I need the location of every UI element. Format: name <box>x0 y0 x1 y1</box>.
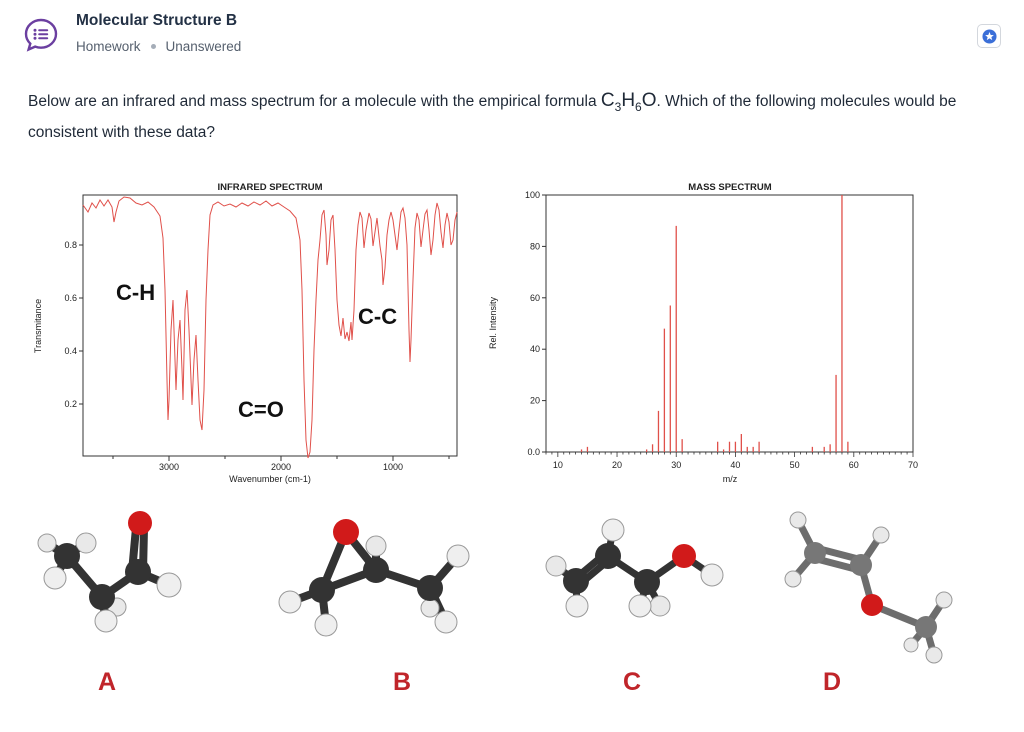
ms-x-tick: 60 <box>849 460 859 470</box>
ir-y-tick: 0.8 <box>64 240 77 250</box>
chat-list-icon <box>24 18 58 52</box>
molecule-b[interactable] <box>278 519 470 637</box>
separator-dot <box>150 44 156 49</box>
ir-y-axis: 0.8 0.6 0.4 0.2 <box>64 240 83 409</box>
ms-bars <box>580 195 849 452</box>
ir-xlabel: Wavenumber (cm-1) <box>229 474 311 484</box>
ms-plot-frame <box>545 194 914 453</box>
formula-c-sub: 3 <box>614 99 622 114</box>
ir-annotation-ch: C-H <box>116 280 155 305</box>
mass-spectrum: MASS SPECTRUM m/z Rel. Intensity 0.0 20 40… <box>488 182 918 484</box>
question-text-before: Below are an infrared and mass spectrum … <box>28 93 601 110</box>
ir-spectrum: INFRARED SPECTRUM Wavenumber (cm-1) Tran… <box>33 182 458 484</box>
ms-y-tick: 60 <box>530 293 540 303</box>
ms-x-tick: 30 <box>671 460 681 470</box>
formula-o: O <box>641 90 657 111</box>
formula-c: C <box>600 90 615 111</box>
option-label-d[interactable]: D <box>823 668 841 696</box>
category-label: Homework <box>76 39 141 54</box>
ms-xlabel: m/z <box>723 474 738 484</box>
option-label-a[interactable]: A <box>98 668 116 696</box>
question-text: Below are an infrared and mass spectrum … <box>28 88 993 145</box>
ms-y-axis: 0.0 20 40 60 80 100 <box>525 190 546 457</box>
ms-y-tick: 100 <box>525 190 540 200</box>
ms-x-tick: 40 <box>730 460 740 470</box>
ir-annotation-co: C=O <box>238 397 284 422</box>
ir-x-tick: 1000 <box>383 462 403 472</box>
ir-plot-frame <box>82 194 458 457</box>
ir-ylabel: Transmitance <box>33 299 43 353</box>
ms-ylabel: Rel. Intensity <box>488 296 498 349</box>
formula-h: H <box>621 90 636 111</box>
ms-x-tick: 10 <box>553 460 563 470</box>
ir-trace <box>82 196 458 459</box>
formula-h-sub: 6 <box>635 99 642 114</box>
ms-x-tick: 20 <box>612 460 622 470</box>
ms-y-tick: 80 <box>530 241 540 251</box>
molecule-c[interactable] <box>545 518 724 618</box>
page-header: Molecular Structure B Homework Unanswere… <box>0 0 1024 70</box>
ms-x-axis: 10 20 30 40 50 60 70 <box>545 452 918 470</box>
ir-x-axis: 3000 2000 1000 <box>112 456 450 472</box>
ms-x-tick: 50 <box>790 460 800 470</box>
ms-y-tick: 20 <box>530 396 540 406</box>
ms-y-tick: 40 <box>530 344 540 354</box>
favorite-button[interactable] <box>977 24 1001 48</box>
empirical-formula: C3H6O <box>600 90 657 114</box>
star-badge-icon <box>981 28 997 44</box>
page-title: Molecular Structure B <box>76 12 238 29</box>
ir-y-tick: 0.6 <box>64 293 77 303</box>
ir-x-tick: 2000 <box>271 462 291 472</box>
molecule-a[interactable] <box>37 511 182 633</box>
ir-title: INFRARED SPECTRUM <box>217 182 322 193</box>
ir-annotation-cc: C-C <box>358 304 397 329</box>
ms-title: MASS SPECTRUM <box>688 182 771 193</box>
ir-x-tick: 3000 <box>159 462 179 472</box>
ir-y-tick: 0.2 <box>64 399 77 409</box>
option-label-c[interactable]: C <box>623 668 641 696</box>
molecule-d[interactable] <box>784 511 953 664</box>
ms-x-tick: 70 <box>908 460 918 470</box>
ir-y-tick: 0.4 <box>64 346 77 356</box>
breadcrumb: Homework Unanswered <box>76 39 241 54</box>
question-text-after: . Which of the following molecules would… <box>28 93 957 141</box>
ms-y-tick: 0.0 <box>527 447 540 457</box>
option-label-b[interactable]: B <box>393 668 411 696</box>
status-badge: Unanswered <box>165 39 242 54</box>
